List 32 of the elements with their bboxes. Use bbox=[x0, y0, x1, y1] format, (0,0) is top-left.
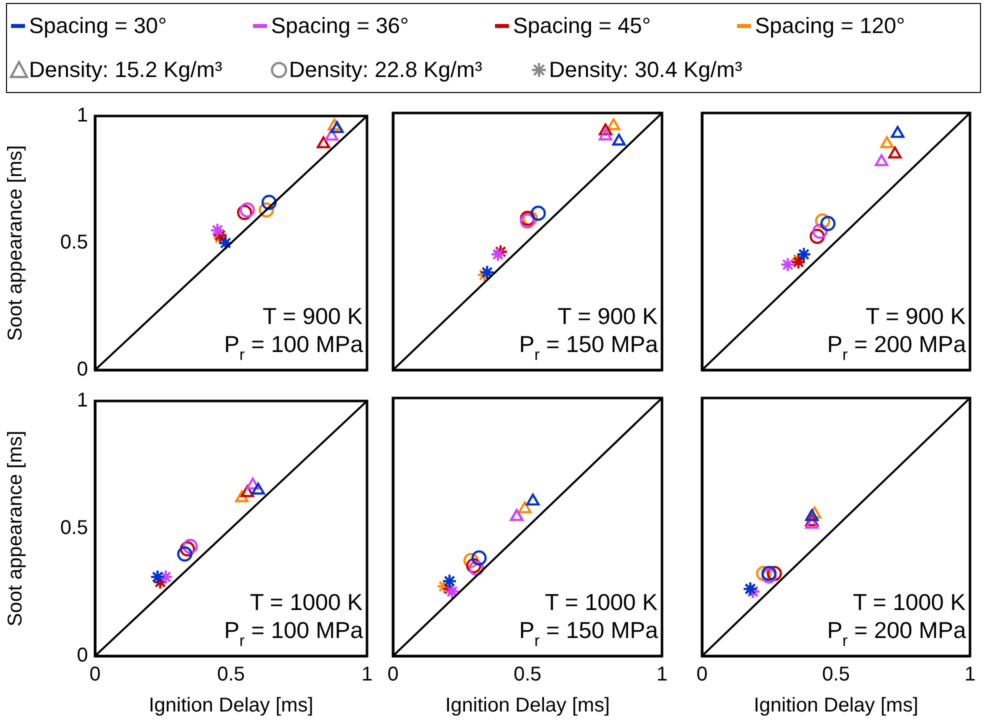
annotation: T = 1000 K bbox=[250, 589, 364, 615]
x-tick-label: 0.5 bbox=[822, 664, 850, 686]
y-tick-label: 1 bbox=[76, 390, 88, 412]
annotation: T = 900 K bbox=[262, 303, 364, 329]
x-tick-label: 0.5 bbox=[217, 664, 245, 686]
x-tick-label: 0.5 bbox=[514, 664, 542, 686]
legend-label: Density: 30.4 Kg/m³ bbox=[549, 57, 742, 83]
x-axis-title: Ignition Delay [ms] bbox=[754, 694, 918, 717]
legend-label: Spacing = 45° bbox=[513, 13, 651, 39]
x-tick-label: 0 bbox=[696, 664, 708, 686]
legend-label: Density: 22.8 Kg/m³ bbox=[289, 57, 482, 83]
y-tick-label: 0.5 bbox=[60, 517, 88, 540]
x-axis-title: Ignition Delay [ms] bbox=[445, 694, 610, 717]
y-tick-label: 1 bbox=[76, 104, 88, 127]
x-tick-label: 1 bbox=[656, 664, 668, 686]
legend-label: Spacing = 120° bbox=[755, 13, 906, 39]
x-tick-label: 1 bbox=[964, 664, 976, 686]
annotation: T = 1000 K bbox=[544, 589, 658, 615]
legend-label: Spacing = 30° bbox=[29, 13, 167, 39]
y-tick-label: 0.5 bbox=[60, 232, 88, 254]
annotation: T = 900 K bbox=[558, 303, 658, 329]
y-axis-title: Soot appearance [ms] bbox=[4, 430, 27, 626]
annotation: T = 900 K bbox=[866, 303, 966, 329]
y-tick-label: 0 bbox=[76, 358, 88, 381]
legend-label: Density: 15.2 Kg/m³ bbox=[29, 57, 222, 83]
y-axis-title: Soot appearance [ms] bbox=[4, 145, 27, 341]
x-tick-label: 0 bbox=[387, 664, 399, 686]
y-tick-label: 0 bbox=[76, 644, 88, 667]
annotation: T = 1000 K bbox=[852, 589, 966, 615]
legend-label: Spacing = 36° bbox=[271, 13, 409, 39]
x-axis-title: Ignition Delay [ms] bbox=[148, 694, 314, 717]
x-tick-label: 1 bbox=[361, 664, 373, 686]
